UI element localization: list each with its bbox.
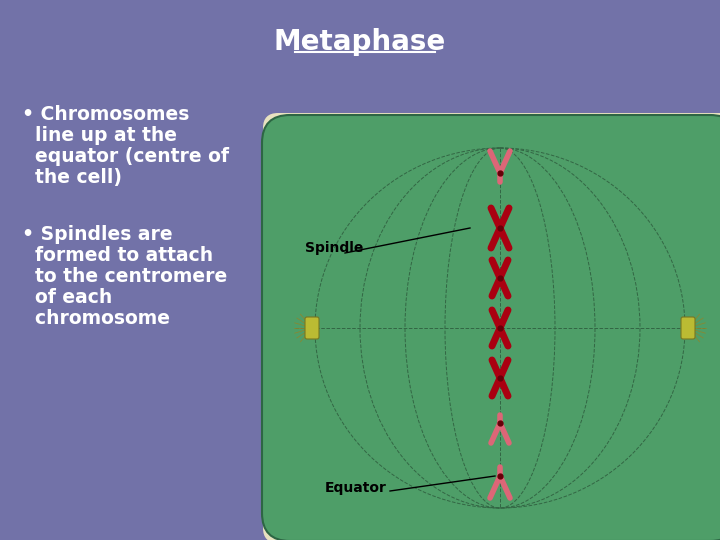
FancyBboxPatch shape	[262, 115, 720, 540]
Text: equator (centre of: equator (centre of	[22, 147, 229, 166]
Text: Metaphase: Metaphase	[274, 28, 446, 56]
Text: to the centromere: to the centromere	[22, 267, 228, 286]
FancyBboxPatch shape	[263, 113, 720, 540]
Text: Equator: Equator	[325, 481, 387, 495]
Text: line up at the: line up at the	[22, 126, 177, 145]
Text: • Spindles are: • Spindles are	[22, 225, 173, 244]
FancyBboxPatch shape	[681, 317, 695, 339]
Text: of each: of each	[22, 288, 112, 307]
Text: the cell): the cell)	[22, 168, 122, 187]
Text: Spindle: Spindle	[305, 241, 364, 255]
Text: chromosome: chromosome	[22, 309, 170, 328]
FancyBboxPatch shape	[305, 317, 319, 339]
Text: formed to attach: formed to attach	[22, 246, 213, 265]
Text: • Chromosomes: • Chromosomes	[22, 105, 189, 124]
